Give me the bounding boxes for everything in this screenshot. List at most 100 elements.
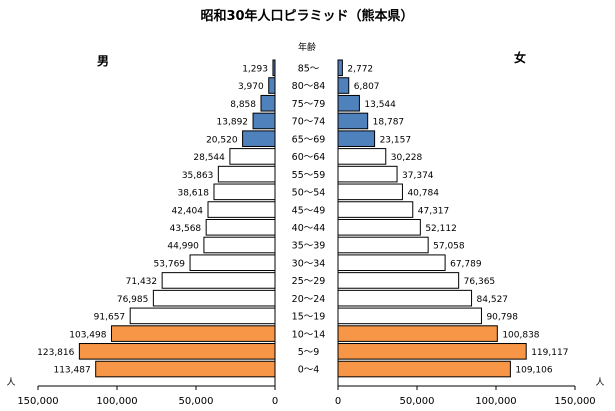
male-bar [205,218,276,236]
female-value-label: 90,798 [486,313,518,323]
male-value-label: 28,544 [193,153,225,163]
female-value-label: 40,784 [407,189,439,199]
female-value-label: 84,527 [477,295,509,305]
female-value-label: 67,789 [450,259,482,269]
female-bar [337,94,360,112]
male-value-label: 53,769 [154,259,186,269]
male-value-label: 123,816 [37,348,74,358]
female-value-label: 23,157 [380,135,412,145]
male-bar [242,130,276,147]
age-category-label: 50～54 [292,188,326,199]
male-label: 男 [97,54,109,68]
female-bar [337,201,414,218]
male-value-label: 3,970 [238,82,264,92]
chart-marks: 1,293 2,772 85～ 3,970 6,807 80～84 8,858 13,544 7… [17,59,596,407]
female-x-tick-label: 0 [335,396,341,407]
female-value-label: 76,365 [464,277,496,287]
age-category-label: 0～4 [298,365,320,376]
male-bar [110,325,276,342]
female-value-label: 6,807 [354,82,380,92]
age-category-label: 45～49 [292,205,326,216]
male-bar [268,77,276,94]
female-bar [337,112,369,130]
male-value-label: 13,892 [217,118,249,128]
female-bar [337,360,511,378]
age-category-label: 20～24 [292,294,326,305]
male-unit-label: 人 [6,377,15,388]
female-bar [337,59,343,77]
male-bar [229,148,276,165]
female-bar [337,77,350,94]
male-value-label: 35,863 [182,171,214,181]
age-category-label: 5～9 [298,347,320,358]
female-bar [337,165,398,183]
male-value-label: 43,568 [170,224,202,234]
male-bar [207,201,276,218]
female-x-tick-label: 150,000 [554,396,595,407]
male-value-label: 103,498 [69,330,106,340]
male-x-tick-label: 50,000 [179,396,214,407]
female-value-label: 2,772 [347,65,373,75]
age-category-label: 10～14 [292,329,326,340]
male-value-label: 76,985 [117,295,149,305]
male-value-label: 91,657 [94,313,126,323]
female-value-label: 37,374 [402,171,434,181]
age-category-label: 80～84 [292,81,326,92]
female-x-tick-label: 100,000 [475,396,516,407]
age-category-label: 70～74 [292,117,326,128]
male-bar [129,307,276,325]
female-bar [337,236,429,254]
male-bar [203,236,276,254]
female-label: 女 [514,50,526,65]
male-value-label: 8,858 [230,100,256,110]
female-value-label: 119,117 [531,348,568,358]
male-value-label: 42,404 [172,206,204,216]
male-bar [260,94,276,112]
age-category-label: 15～19 [292,312,326,323]
female-bar [337,289,473,307]
female-value-label: 47,317 [418,206,450,216]
age-category-label: 85～ [298,64,320,75]
female-value-label: 52,112 [425,224,457,234]
age-category-label: 75～79 [292,99,326,110]
female-unit-label: 人 [595,377,604,388]
age-category-label: 55～59 [292,170,326,181]
age-category-label: 30～34 [292,258,326,269]
female-bar [337,183,403,201]
female-value-label: 13,544 [364,100,396,110]
male-value-label: 1,293 [242,65,268,75]
female-bar [337,272,460,289]
age-category-label: 60～64 [292,152,326,163]
female-value-label: 30,228 [391,153,423,163]
age-category-label: 40～44 [292,223,326,234]
male-bar [252,112,276,130]
female-bar [337,254,446,272]
male-bar [78,343,276,360]
male-x-tick-label: 150,000 [17,396,58,407]
female-bar [337,218,421,236]
age-category-label: 65～69 [292,134,326,145]
male-bar [152,289,276,307]
male-value-label: 113,487 [53,366,90,376]
female-value-label: 109,106 [515,366,552,376]
female-bar [337,325,498,342]
age-category-label: 25～29 [292,276,326,287]
male-value-label: 71,432 [126,277,158,287]
male-value-label: 20,520 [206,135,238,145]
female-bar [337,307,482,325]
male-bar [213,183,276,201]
female-value-label: 57,058 [433,242,465,252]
chart-title: 昭和30年人口ピラミッド（熊本県） [200,8,413,24]
age-category-label: 35～39 [292,241,326,252]
male-bar [217,165,276,183]
male-value-label: 38,618 [177,189,209,199]
female-bar [337,343,527,360]
male-bar [95,360,276,378]
male-x-tick-label: 100,000 [96,396,137,407]
male-value-label: 44,990 [167,242,199,252]
female-bar [337,148,387,165]
female-value-label: 100,838 [502,330,539,340]
male-bar [189,254,276,272]
age-axis-label: 年齢 [298,41,316,53]
